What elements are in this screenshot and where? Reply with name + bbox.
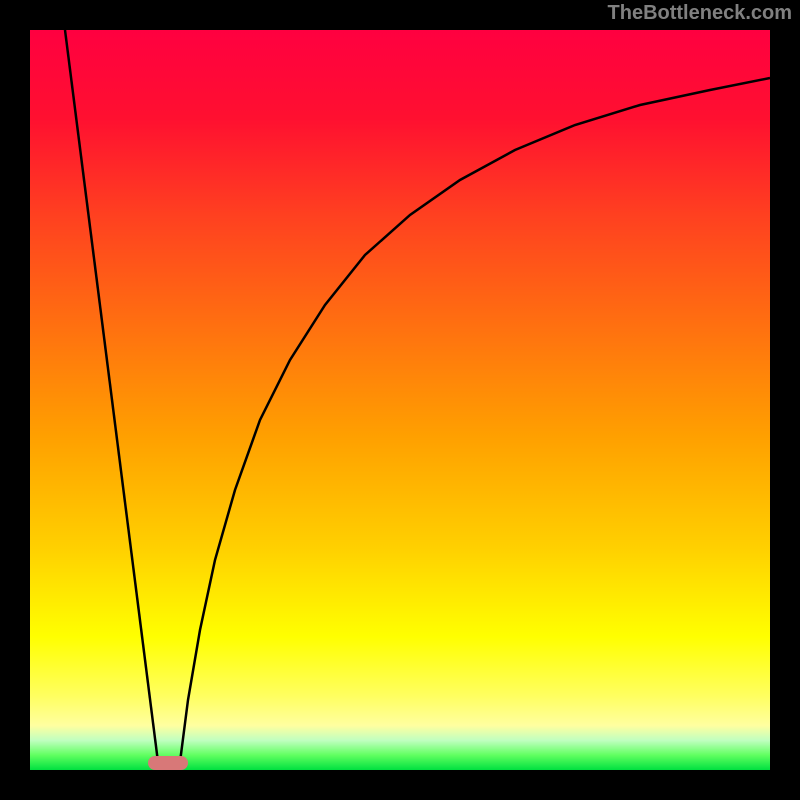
plot-background <box>30 30 770 770</box>
watermark-text: TheBottleneck.com <box>608 2 792 25</box>
chart-container: TheBottleneck.com <box>0 0 800 800</box>
bottleneck-chart <box>0 0 800 800</box>
optimal-marker <box>148 756 188 770</box>
